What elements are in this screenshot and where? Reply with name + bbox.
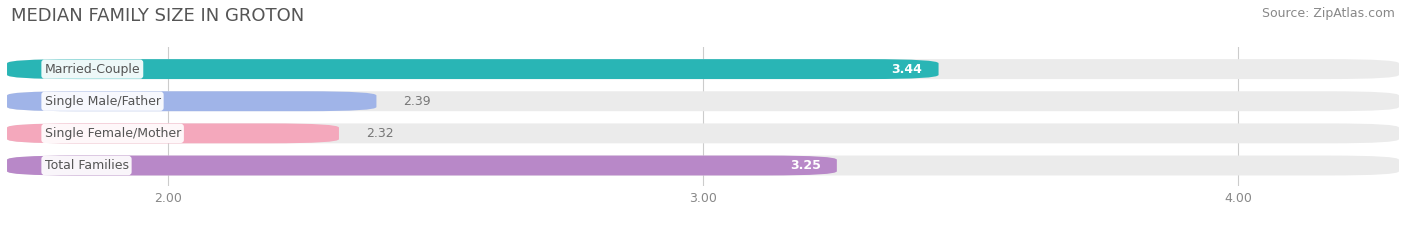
FancyBboxPatch shape [7, 123, 1399, 143]
Text: 3.25: 3.25 [790, 159, 821, 172]
FancyBboxPatch shape [7, 91, 1399, 111]
Text: Single Male/Father: Single Male/Father [45, 95, 160, 108]
Text: MEDIAN FAMILY SIZE IN GROTON: MEDIAN FAMILY SIZE IN GROTON [11, 7, 305, 25]
FancyBboxPatch shape [7, 59, 1399, 79]
Text: 3.44: 3.44 [891, 63, 922, 75]
FancyBboxPatch shape [7, 59, 939, 79]
FancyBboxPatch shape [7, 156, 1399, 175]
FancyBboxPatch shape [7, 156, 837, 175]
FancyBboxPatch shape [7, 123, 339, 143]
Text: Source: ZipAtlas.com: Source: ZipAtlas.com [1261, 7, 1395, 20]
Text: Married-Couple: Married-Couple [45, 63, 141, 75]
Text: Single Female/Mother: Single Female/Mother [45, 127, 181, 140]
FancyBboxPatch shape [7, 91, 377, 111]
Text: Total Families: Total Families [45, 159, 128, 172]
Text: 2.39: 2.39 [404, 95, 430, 108]
Text: 2.32: 2.32 [366, 127, 394, 140]
